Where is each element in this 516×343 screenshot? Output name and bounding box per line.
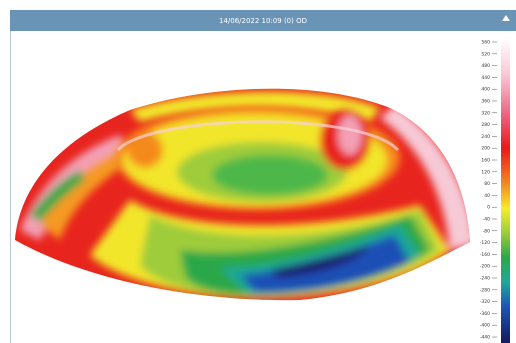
scale-label: 0 [487, 205, 490, 211]
scale-label: -440 [480, 335, 490, 341]
scale-label: 480 [481, 63, 490, 69]
scale-label: 80 [484, 181, 490, 187]
scale-label: -320 [480, 299, 490, 305]
scale-label: 40 [484, 193, 490, 199]
scale-label: 400 [481, 87, 490, 93]
scale-label: 360 [481, 99, 490, 105]
topography-window: 14/06/2022 10:09 (0) OD [0, 0, 516, 343]
scale-label: -400 [480, 323, 490, 329]
scale-label: 440 [481, 75, 490, 81]
scale-label: 240 [481, 134, 490, 140]
scale-label: -80 [483, 228, 490, 234]
scale-label: -120 [480, 240, 490, 246]
color-scale [501, 38, 510, 343]
scale-label: 120 [481, 169, 490, 175]
scale-label: 560 [481, 40, 490, 46]
topography-view: 5605204804404003603202802402001601208040… [0, 0, 516, 343]
scale-label: -280 [480, 287, 490, 293]
scale-label: 520 [481, 51, 490, 57]
scale-label: 200 [481, 146, 490, 152]
scale-label: 160 [481, 158, 490, 164]
scale-label: 280 [481, 122, 490, 128]
scale-label: -40 [483, 217, 490, 223]
cornea-surface [10, 70, 480, 310]
scale-label: -240 [480, 276, 490, 282]
scale-label: -200 [480, 264, 490, 270]
scale-label: -160 [480, 252, 490, 258]
scale-label: 320 [481, 110, 490, 116]
scale-label: -360 [480, 311, 490, 317]
